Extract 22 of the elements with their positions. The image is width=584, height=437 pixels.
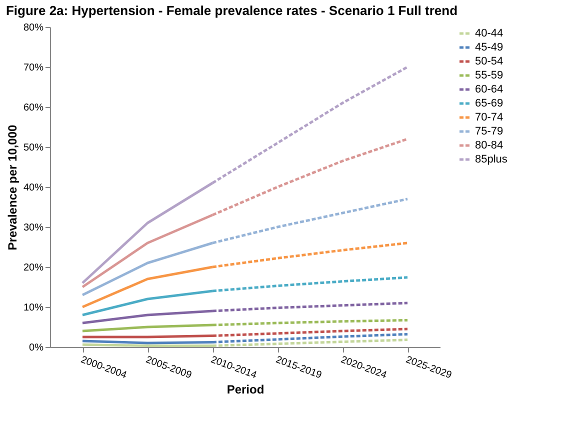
y-tick-label: 20% [23, 262, 44, 274]
legend-label: 65-69 [475, 98, 504, 110]
legend-label: 55-59 [475, 70, 504, 82]
legend-label: 70-74 [475, 112, 504, 124]
y-tick-label: 0% [29, 342, 44, 354]
legend-label: 75-79 [475, 126, 504, 138]
y-tick-label: 10% [23, 302, 44, 314]
legend-label: 50-54 [475, 56, 504, 68]
legend-label: 85plus [475, 154, 508, 166]
y-axis-title: Prevalence per 10,000 [5, 124, 20, 250]
legend-label: 45-49 [475, 42, 504, 54]
y-tick-label: 30% [23, 222, 44, 234]
chart-title: Figure 2a: Hypertension - Female prevalence rates - Scenario 1 Full trend [6, 3, 458, 18]
legend-label: 40-44 [475, 28, 504, 40]
legend-label: 60-64 [475, 84, 504, 96]
x-axis-title: Period [226, 382, 264, 396]
legend-label: 80-84 [475, 140, 504, 152]
y-tick-label: 70% [23, 62, 44, 74]
y-tick-label: 60% [23, 102, 44, 114]
y-tick-label: 50% [23, 142, 44, 154]
y-tick-label: 40% [23, 182, 44, 194]
y-tick-label: 80% [23, 22, 44, 34]
